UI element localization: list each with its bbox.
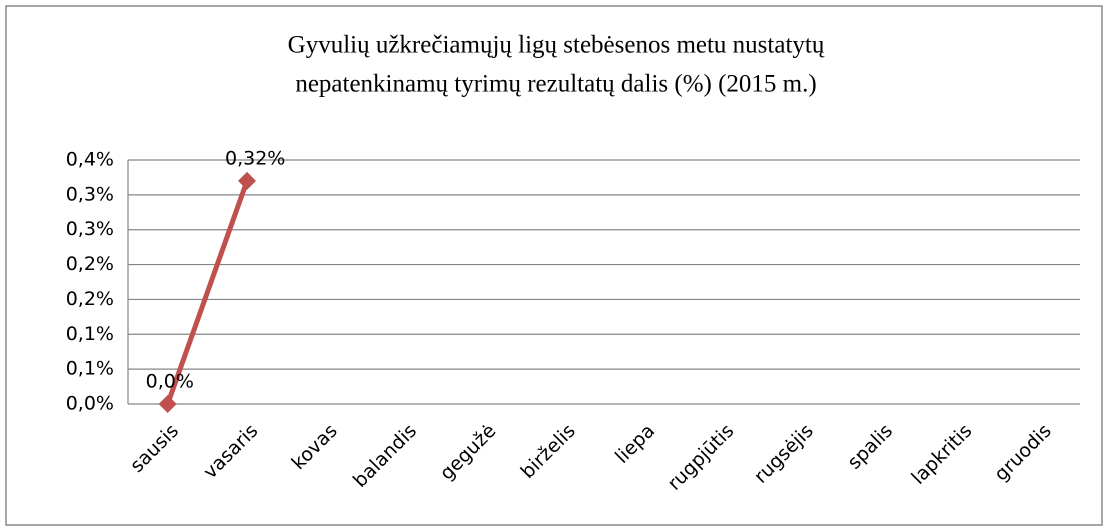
data-label: 0,32% (225, 147, 285, 169)
y-tick-label: 0,1% (66, 358, 114, 380)
y-tick-label: 0,3% (66, 183, 114, 205)
y-tick-label: 0,2% (66, 253, 114, 275)
marker (158, 395, 177, 413)
chart-title: Gyvulių užkrečiamųjų ligų stebėsenos met… (288, 32, 825, 59)
y-tick-label: 0,0% (66, 393, 114, 415)
y-tick-label: 0,3% (66, 218, 114, 240)
data-label: 0,0% (146, 371, 194, 393)
y-tick-label: 0,4% (66, 149, 114, 171)
y-tick-label: 0,1% (66, 323, 114, 345)
y-tick-label: 0,2% (66, 288, 114, 310)
marker (238, 171, 256, 190)
line (165, 180, 250, 405)
chart-frame (5, 5, 1103, 526)
chart-title: nepatenkinamų tyrimų rezultatų dalis (%)… (295, 71, 816, 98)
